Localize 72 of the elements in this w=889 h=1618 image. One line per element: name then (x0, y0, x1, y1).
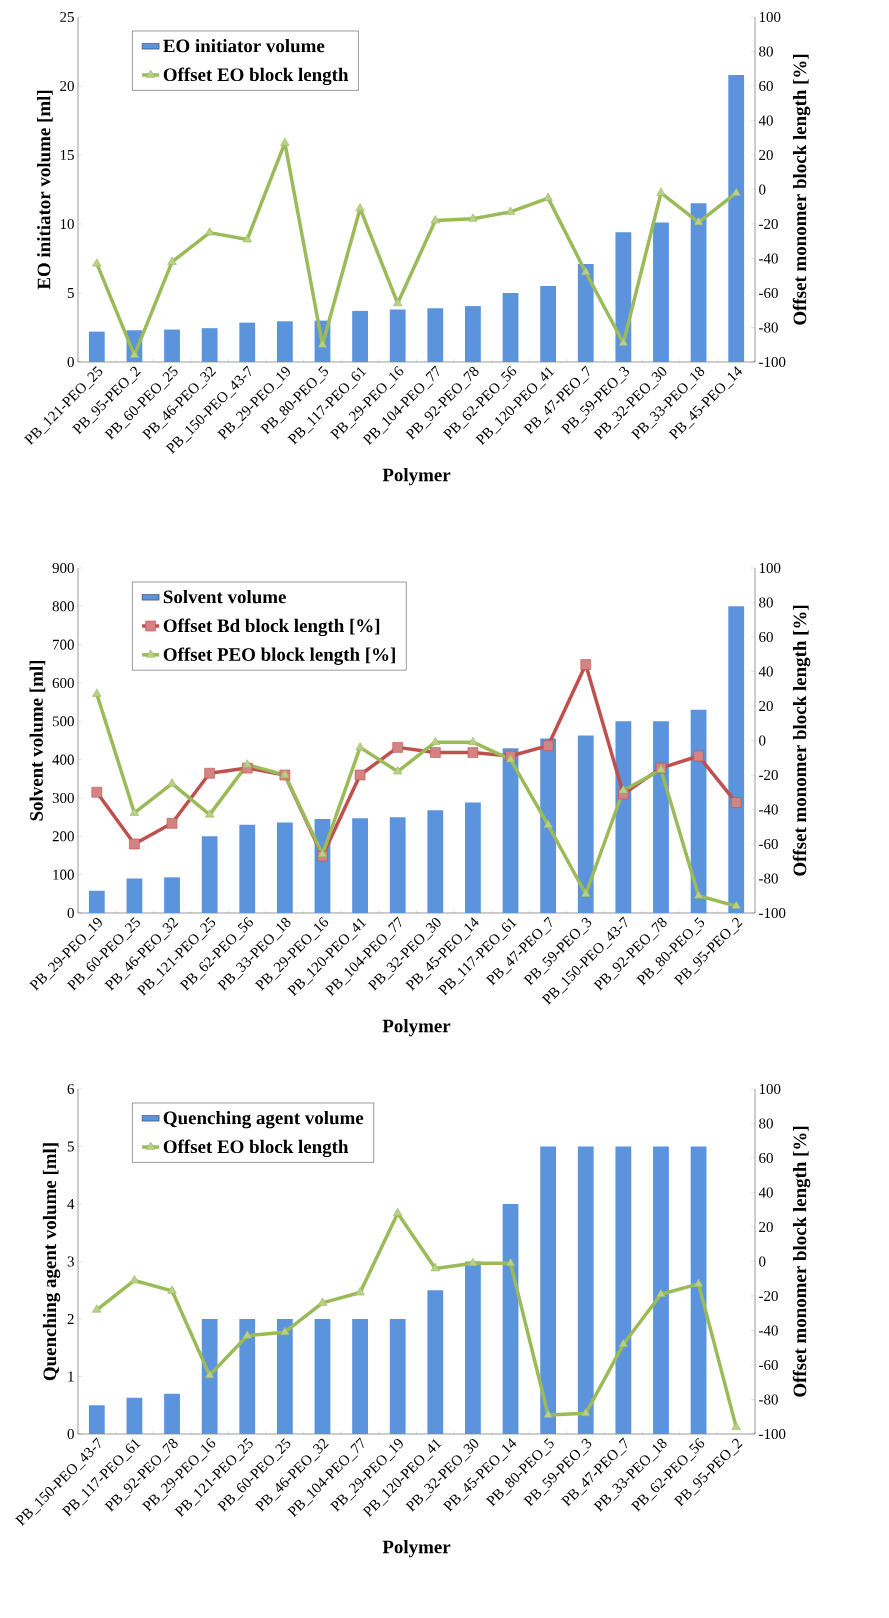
y2-tick-label: 20 (759, 700, 773, 712)
y2-tick-label: 40 (758, 115, 773, 126)
y-tick-label: 500 (52, 716, 74, 727)
y2-tick-label: 20 (759, 149, 773, 161)
y-tick-label: 900 (52, 562, 74, 574)
y2-tick-label: 40 (758, 666, 773, 677)
y2-tick-label: -40 (759, 804, 778, 815)
legend-label: Offset Bd block length [%] (163, 618, 380, 637)
y2-tick-label: 80 (759, 1118, 773, 1129)
y-tick-label: 5 (67, 1141, 74, 1152)
y2-tick-label: -100 (759, 1428, 786, 1440)
y-tick-label: 0 (67, 1428, 74, 1440)
legend-label: EO initiator volume (163, 38, 325, 53)
y-tick-label: 400 (52, 754, 74, 765)
y-tick-label: 5 (67, 288, 74, 298)
x-axis-title: Polymer (382, 1019, 451, 1037)
y-tick-label: 2 (67, 1314, 74, 1324)
y2-tick-label: -80 (759, 873, 778, 884)
y-tick-label: 10 (60, 218, 74, 230)
y-tick-label: 25 (60, 11, 74, 22)
legend-label: Offset EO block length (163, 1139, 349, 1158)
y-tick-label: 700 (53, 639, 74, 650)
y2-tick-label: -100 (759, 356, 786, 368)
y2-tick-label: 80 (759, 597, 773, 608)
y2-tick-label: 0 (759, 735, 766, 746)
y-tick-label: 1 (68, 1371, 74, 1382)
y2-axis-title: Offset monomer block length [%] (792, 605, 811, 876)
y2-tick-label: 0 (759, 184, 766, 195)
y2-tick-label: 100 (759, 11, 781, 23)
y2-tick-label: -20 (759, 218, 778, 230)
y2-tick-label: -60 (759, 287, 778, 299)
y2-tick-label: -100 (759, 907, 786, 919)
y2-tick-label: -20 (759, 769, 778, 781)
y2-tick-label: 60 (759, 1152, 773, 1164)
y2-tick-label: -60 (759, 1359, 778, 1371)
y-axis-title: Solvent volume [ml] (29, 660, 46, 821)
y-tick-label: 3 (67, 1256, 74, 1267)
y2-tick-label: 20 (759, 1221, 773, 1233)
y-tick-label: 20 (60, 80, 74, 92)
y2-tick-label: 100 (759, 562, 781, 574)
legend-label: Offset EO block length (163, 67, 349, 86)
y2-tick-label: 60 (759, 631, 773, 643)
x-axis-title: Polymer (382, 1540, 451, 1558)
y-tick-label: 100 (53, 869, 74, 880)
y2-tick-label: 0 (759, 1256, 766, 1267)
y-tick-label: 600 (52, 677, 74, 689)
y-tick-label: 200 (52, 831, 74, 842)
y2-tick-label: -80 (759, 1394, 778, 1405)
y2-tick-label: 80 (759, 46, 773, 57)
y-tick-label: 4 (67, 1199, 75, 1209)
y-tick-label: 800 (52, 601, 74, 612)
y-tick-label: 300 (52, 792, 74, 804)
y2-tick-label: -20 (759, 1290, 778, 1302)
y-axis-title: Quenching agent volume [ml] (42, 1143, 61, 1381)
y2-tick-label: -40 (759, 1325, 778, 1336)
y2-tick-label: -80 (759, 322, 778, 333)
y-tick-label: 0 (67, 907, 74, 919)
y2-tick-label: 100 (759, 1083, 781, 1095)
y2-tick-label: -60 (759, 838, 778, 850)
y-tick-label: 6 (67, 1083, 75, 1095)
y2-axis-title: Offset monomer block length [%] (792, 54, 811, 325)
y2-tick-label: 40 (758, 1187, 773, 1198)
legend-label: Quenching agent volume (163, 1110, 364, 1129)
y-axis-title: EO initiator volume [ml] (37, 90, 53, 290)
y2-tick-label: 60 (759, 80, 773, 92)
y-tick-label: 15 (60, 149, 74, 160)
legend-label: Solvent volume (163, 589, 286, 604)
legend-label: Offset PEO block length [%] (163, 647, 395, 665)
y2-axis-title: Offset monomer block length [%] (792, 1126, 811, 1397)
y-tick-label: 0 (67, 356, 74, 368)
x-axis-title: Polymer (382, 468, 451, 486)
y2-tick-label: -40 (759, 253, 778, 264)
